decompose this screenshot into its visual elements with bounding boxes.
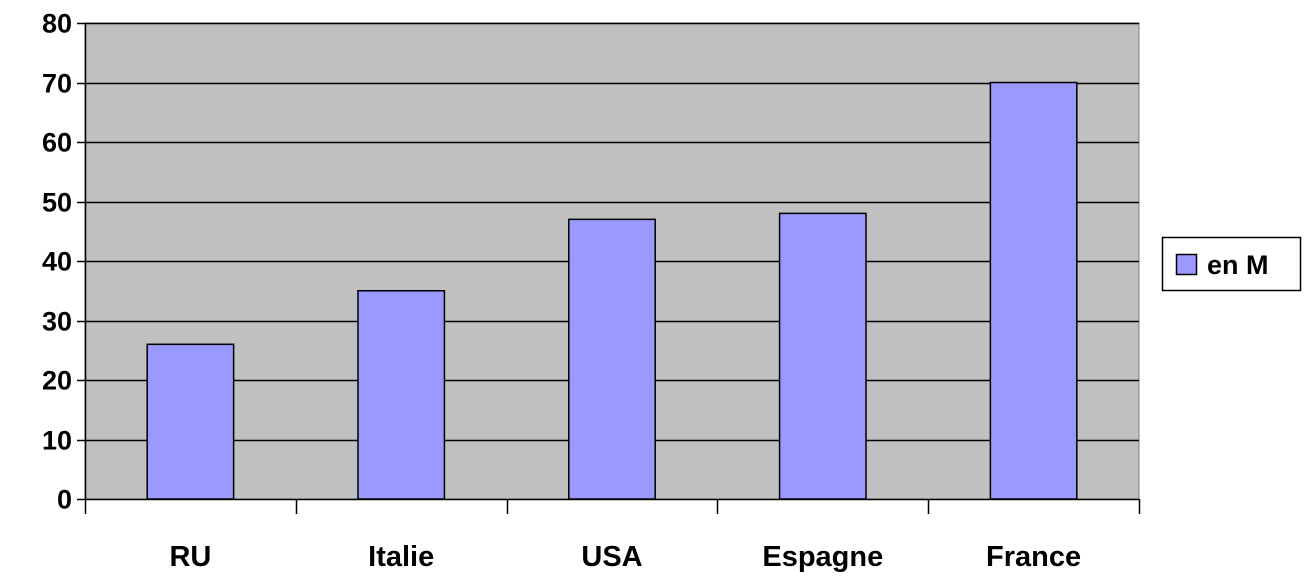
y-tick-label: 20 — [42, 366, 72, 396]
y-tick-label: 0 — [57, 485, 72, 515]
y-tick-label: 30 — [42, 307, 72, 337]
axes — [77, 22, 1141, 514]
bars — [146, 81, 1078, 500]
y-tick-label: 10 — [42, 426, 72, 456]
y-tick-label: 70 — [42, 69, 72, 99]
x-tick-label: Italie — [368, 541, 434, 573]
legend-label: en M — [1207, 250, 1269, 280]
x-tick-label: France — [986, 541, 1081, 573]
y-tick-label: 40 — [42, 247, 72, 277]
bar-usa — [568, 218, 656, 500]
legend-swatch — [1175, 253, 1198, 276]
y-tick-label: 80 — [42, 9, 72, 39]
gridlines — [85, 22, 1139, 442]
bar-italie — [357, 290, 446, 500]
y-tick-label: 60 — [42, 128, 72, 158]
legend: en M — [1161, 236, 1302, 292]
x-tick-labels: RU Italie USA Espagne France — [169, 541, 1081, 573]
x-tick-label: RU — [169, 541, 211, 573]
bar-france — [989, 81, 1078, 500]
bar-ru — [146, 343, 235, 500]
y-tick-label: 50 — [42, 188, 72, 218]
x-tick-label: Espagne — [762, 541, 883, 573]
y-tick-labels: 0 10 20 30 40 50 60 70 80 — [42, 9, 72, 515]
bar-espagne — [778, 212, 867, 500]
x-tick-label: USA — [581, 541, 642, 573]
